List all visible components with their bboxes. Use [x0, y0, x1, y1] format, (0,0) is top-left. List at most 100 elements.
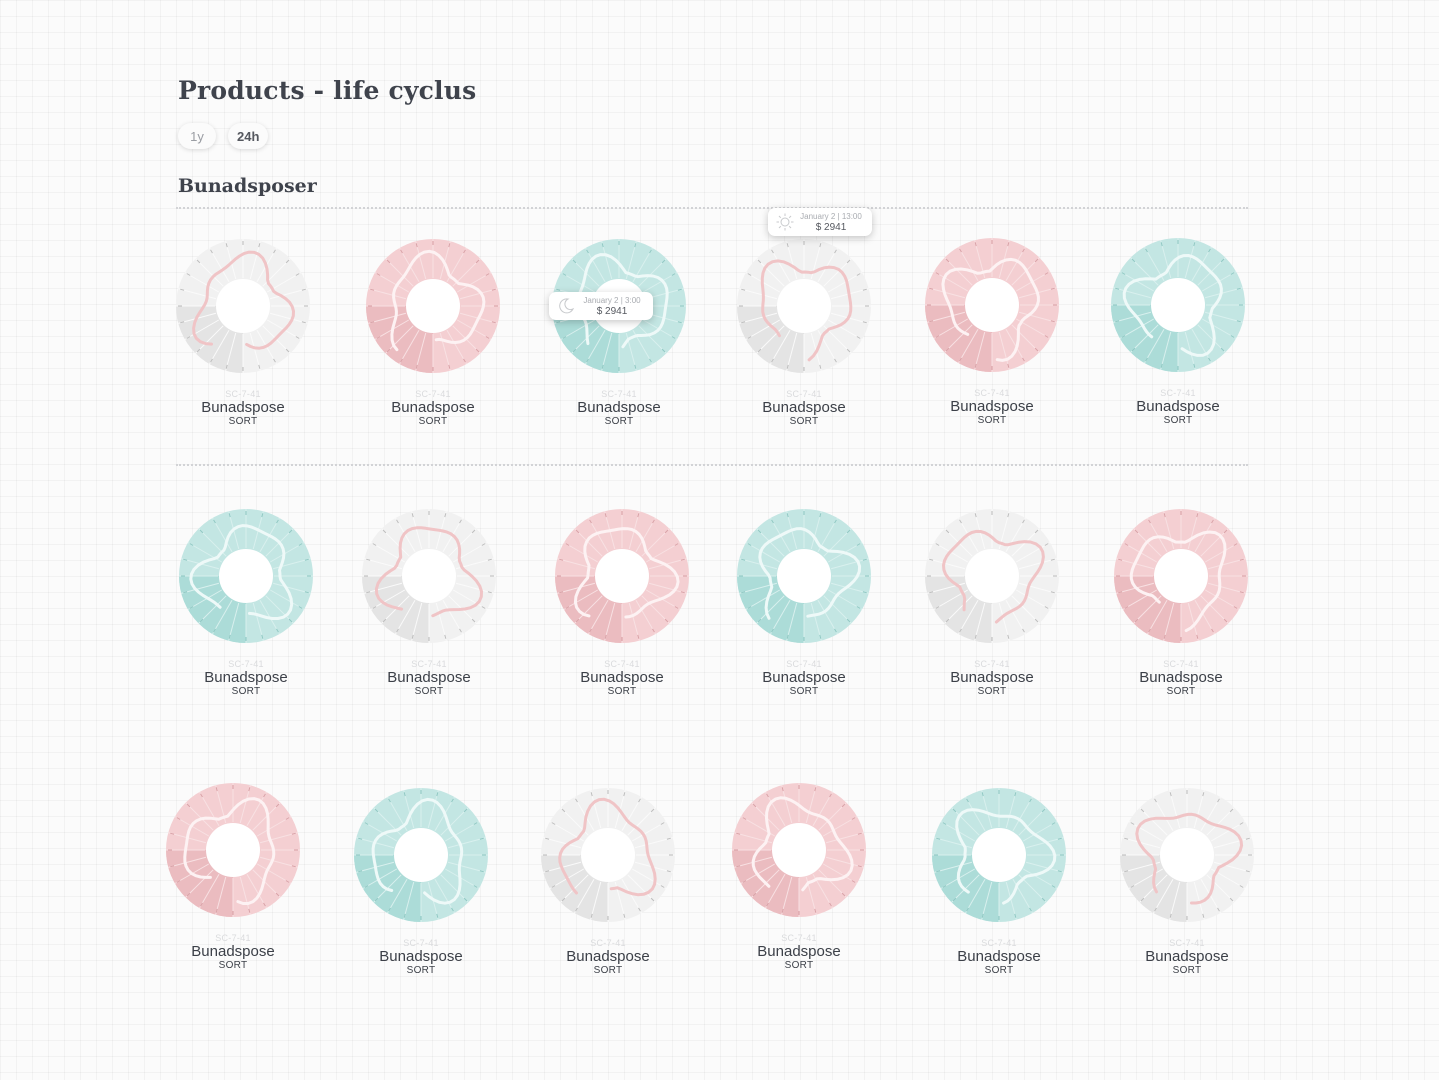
dial-tick [475, 348, 480, 353]
product-category: SORT [1172, 965, 1202, 976]
dial-tick [196, 348, 201, 353]
dial-tick [1051, 822, 1056, 825]
dial-spoke [1128, 868, 1164, 889]
dial-tick [929, 320, 934, 323]
period-24h-button[interactable]: 24h [228, 123, 269, 149]
dial-tick [261, 634, 264, 639]
product-name: Bunadspose [950, 398, 1034, 415]
dial-spoke [627, 874, 656, 903]
product-card[interactable]: SC-7-41 Bunadspose SORT [704, 509, 904, 719]
period-1y-button[interactable]: 1y [178, 123, 216, 149]
dial-tick [736, 865, 741, 868]
dial-tick [451, 798, 454, 803]
dial-tick [304, 558, 309, 561]
dial-tick [1202, 792, 1205, 797]
product-category: SORT [228, 416, 258, 427]
dial-spoke [381, 528, 410, 557]
product-name: Bunadspose [1145, 948, 1229, 965]
dial-tick [677, 321, 682, 324]
dial-tick [1034, 618, 1039, 623]
product-code: SC-7-41 [411, 659, 447, 669]
dial-spoke [215, 876, 227, 915]
product-card[interactable]: SC-7-41 Bunadspose SORT [1087, 788, 1287, 998]
dial-tick [736, 832, 741, 835]
product-card[interactable]: SC-7-41 Bunadspose SORT [699, 783, 899, 993]
dial-tick [448, 243, 451, 248]
dial-spoke [1025, 861, 1064, 873]
dial-tick [575, 798, 578, 803]
product-card[interactable]: SC-7-41 Bunadspose SORT [329, 509, 529, 719]
dial-tick [862, 591, 867, 594]
dial-spoke [370, 589, 406, 610]
dial-tick [741, 558, 746, 561]
dial-tick [1131, 258, 1136, 263]
dial-tick [1007, 634, 1010, 639]
dial-spoke [239, 785, 251, 824]
dial-spoke [944, 595, 973, 624]
dial-tick [1163, 634, 1166, 639]
life-cycle-curve [941, 257, 1040, 362]
product-card[interactable]: SC-7-41 Bunadspose SORT [522, 509, 722, 719]
product-card[interactable]: SC-7-41 Bunadspose SORT [321, 788, 521, 998]
product-card[interactable]: SC-7-41 Bunadspose SORT [704, 239, 904, 449]
product-name: Bunadspose [762, 399, 846, 416]
dial-tick [1196, 634, 1199, 639]
product-card[interactable]: SC-7-41 Bunadspose SORT [508, 788, 708, 998]
dial-spoke [944, 257, 973, 286]
product-card[interactable]: SC-7-41 Bunadspose SORT [1081, 509, 1281, 719]
dial-tick [781, 908, 784, 913]
dial-tick [771, 249, 774, 254]
dial-tick [183, 591, 188, 594]
dial-tick [1169, 792, 1172, 797]
product-meta: SC-7-41 Bunadspose SORT [143, 389, 343, 427]
dial-tick [589, 628, 592, 633]
dial-spoke [601, 332, 613, 371]
dial-spoke [1018, 311, 1057, 323]
dial-tick [189, 543, 194, 546]
dial-tick [1014, 792, 1017, 797]
dial-tick [1007, 363, 1010, 368]
dial-tick [666, 837, 671, 840]
dial-tick [210, 249, 213, 254]
product-card[interactable]: SC-7-41 Bunadspose SORT [899, 788, 1099, 998]
dial-spoke [168, 856, 207, 868]
dial-tick [186, 273, 191, 276]
dial-tick [1034, 529, 1039, 534]
dial-spoke [434, 878, 455, 914]
dial-tick [819, 364, 822, 369]
life-cycle-curve [573, 527, 680, 619]
product-card[interactable]: SC-7-41 Bunadspose SORT [519, 239, 719, 449]
product-card[interactable]: SC-7-41 Bunadspose SORT [333, 239, 533, 449]
dial-tick [1236, 320, 1241, 323]
product-card[interactable]: SC-7-41 Bunadspose SORT [1078, 238, 1278, 448]
dial-spoke [974, 331, 986, 370]
life-cycle-dial [176, 239, 310, 373]
dial-spoke [638, 258, 667, 287]
dial-tick [1233, 543, 1238, 546]
dial-tick [1223, 529, 1228, 534]
dial-tick [291, 865, 296, 868]
dial-spoke [745, 319, 781, 340]
dial-spoke [1210, 821, 1246, 842]
dial-tick [183, 558, 188, 561]
product-card[interactable]: SC-7-41 Bunadspose SORT [133, 783, 333, 993]
dial-spoke [621, 796, 642, 832]
dial-spoke [364, 582, 403, 594]
product-card[interactable]: SC-7-41 Bunadspose SORT [892, 509, 1092, 719]
dial-spoke [362, 821, 398, 842]
dial-spoke [187, 589, 223, 610]
dial-center [216, 279, 270, 333]
product-card[interactable]: SC-7-41 Bunadspose SORT [892, 238, 1092, 448]
dial-spoke [1193, 790, 1205, 829]
product-card[interactable]: SC-7-41 Bunadspose SORT [146, 509, 346, 719]
dial-tick [1124, 837, 1129, 840]
product-code: SC-7-41 [590, 938, 626, 948]
product-card[interactable]: SC-7-41 Bunadspose SORT [143, 239, 343, 449]
product-code: SC-7-41 [1169, 938, 1205, 948]
product-code: SC-7-41 [403, 938, 439, 948]
dial-spoke [830, 582, 869, 594]
dial-spoke [1200, 796, 1221, 832]
dial-tick [929, 287, 934, 290]
dial-spoke [1005, 246, 1026, 282]
dial-tick [1115, 320, 1120, 323]
